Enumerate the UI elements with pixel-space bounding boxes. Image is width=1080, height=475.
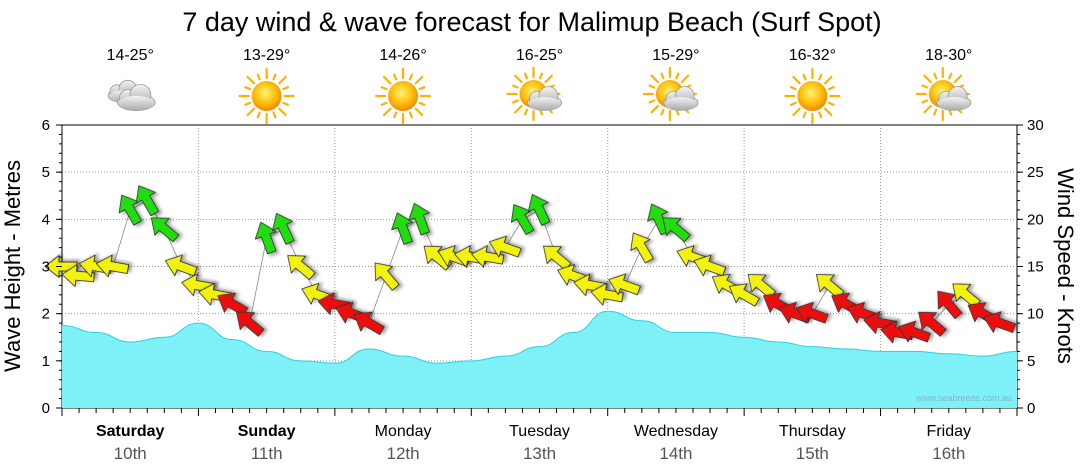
day-name-label: Tuesday (509, 423, 570, 440)
partly-cloudy-icon (915, 66, 972, 122)
left-axis-tick-label: 3 (42, 259, 50, 276)
cloudy-icon (107, 79, 156, 111)
wind-arrow (728, 283, 760, 307)
right-axis-tick-label: 25 (1027, 164, 1044, 181)
wave-height-area (62, 311, 1017, 408)
wind-arrow (353, 311, 385, 335)
wind-arrow (408, 202, 430, 236)
wind-arrows (44, 185, 1017, 344)
wind-arrow (590, 282, 624, 306)
wind-arrow (254, 221, 277, 255)
wind-arrow (95, 254, 130, 278)
day-date-label: 10th (114, 444, 147, 463)
sunny-icon (374, 67, 432, 125)
wind-arrow (527, 194, 551, 226)
temperature-range-label: 14-26° (379, 47, 426, 64)
x-axis-ticks (61, 408, 1018, 416)
left-axis-tick-label: 4 (42, 211, 50, 228)
temperature-range-label: 13-29° (243, 47, 290, 64)
wind-arrow (693, 254, 727, 277)
wind-arrow (937, 290, 963, 320)
wind-arrow (630, 232, 654, 264)
right-axis: 0 5 10 15 20 25 30 (1017, 117, 1044, 417)
left-axis: 0 1 2 3 4 5 6 (42, 117, 62, 417)
wind-arrow (918, 311, 947, 337)
left-axis-title: Wave Height - Metres (0, 160, 25, 372)
right-axis-tick-label: 0 (1027, 400, 1035, 417)
wind-arrow (488, 235, 522, 258)
temperature-range-label: 16-25° (516, 47, 563, 64)
day-name-label: Sunday (238, 423, 296, 440)
weather-icons (107, 66, 972, 125)
wind-arrow (898, 320, 931, 343)
day-date-label: 11th (251, 444, 283, 463)
wind-arrow (423, 245, 453, 271)
right-axis-tick-label: 5 (1027, 353, 1035, 370)
wave-height-line (61, 310, 1018, 364)
day-date-label: 15th (796, 444, 829, 463)
right-axis-tick-label: 30 (1027, 117, 1044, 134)
day-name-label: Wednesday (634, 423, 718, 440)
left-axis-tick-label: 0 (42, 400, 50, 417)
left-axis-tick-label: 5 (42, 164, 50, 181)
wind-arrow (662, 217, 691, 243)
temperature-range-label: 16-32° (789, 47, 836, 64)
wind-arrow (983, 311, 1017, 333)
wind-arrow (217, 292, 249, 317)
sunny-icon (784, 67, 841, 125)
right-axis-tick-label: 10 (1027, 306, 1044, 323)
right-axis-tick-label: 15 (1027, 259, 1044, 276)
wind-arrow (135, 185, 160, 217)
temperature-range-label: 18-30° (925, 47, 972, 64)
sunny-icon (238, 67, 295, 125)
wind-arrow (164, 254, 198, 277)
day-labels: Saturday 10th Sunday 11th Monday 12th Tuesday 1… (96, 423, 971, 463)
day-date-label: 14th (659, 444, 692, 463)
watermark: www.seabreeze.com.au (915, 393, 1012, 403)
wind-arrow (471, 245, 505, 268)
wind-arrow (647, 203, 670, 236)
wind-arrow (795, 301, 829, 324)
right-axis-tick-label: 20 (1027, 211, 1044, 228)
wind-arrow (150, 217, 180, 243)
wind-arrow (391, 212, 413, 245)
day-date-label: 12th (387, 444, 420, 463)
day-name-label: Monday (375, 423, 432, 440)
day-date-label: 13th (523, 444, 556, 463)
left-axis-tick-label: 1 (42, 353, 50, 370)
partly-cloudy-icon (642, 66, 699, 122)
wind-arrow (61, 264, 95, 288)
wind-arrow (287, 255, 316, 281)
day-name-label: Friday (927, 423, 971, 440)
wind-arrow (608, 273, 641, 296)
left-axis-tick-label: 6 (42, 117, 50, 134)
chart-title: 7 day wind & wave forecast for Malimup B… (182, 7, 881, 37)
temperature-range-label: 15-29° (652, 47, 699, 64)
day-date-label: 16th (932, 444, 965, 463)
wind-arrow (374, 262, 400, 291)
temperature-range-label: 14-25° (107, 47, 154, 64)
wind-arrow (272, 212, 295, 245)
right-axis-title: Wind Speed - Knots (1053, 168, 1078, 364)
partly-cloudy-icon (506, 66, 563, 122)
day-name-label: Thursday (779, 423, 846, 440)
day-name-label: Saturday (96, 423, 165, 440)
temperature-labels: 14-25° 13-29° 14-26° 16-25° 15-29° 16-32° 18-3… (107, 47, 973, 64)
wind-arrow (236, 311, 265, 337)
left-axis-tick-label: 2 (42, 306, 50, 323)
